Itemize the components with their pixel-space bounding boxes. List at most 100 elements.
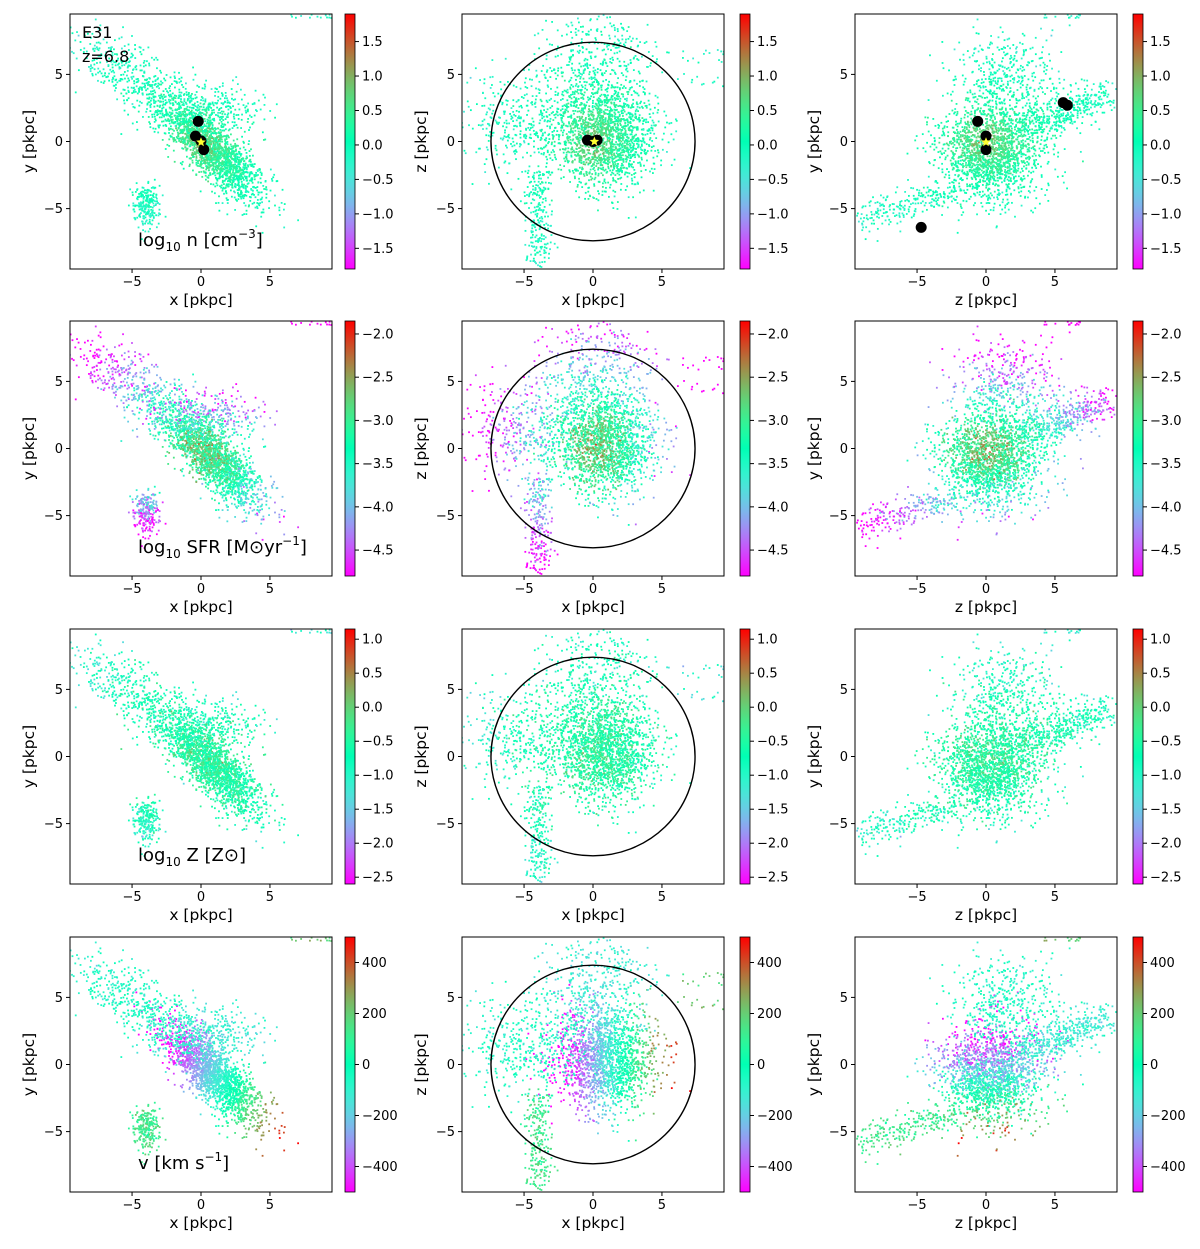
scatter-point (565, 158, 568, 160)
scatter-point (553, 145, 556, 148)
scatter-point (108, 79, 111, 82)
scatter-point (505, 136, 508, 138)
scatter-point (463, 149, 466, 152)
scatter-point (234, 163, 237, 166)
scatter-point (588, 149, 590, 152)
scatter-point (163, 96, 166, 98)
scatter-point (512, 110, 515, 113)
scatter-point (621, 128, 623, 131)
scatter-point (525, 93, 528, 96)
scatter-point (179, 98, 182, 101)
scatter-point (253, 114, 256, 117)
scatter-point (589, 85, 592, 88)
scatter-point (594, 74, 597, 76)
scatter-point (571, 139, 574, 142)
scatter-point (561, 93, 564, 96)
scatter-point (611, 149, 614, 152)
scatter-point (232, 105, 234, 108)
scatter-point (263, 118, 266, 121)
scatter-point (648, 145, 651, 148)
scatter-point (144, 210, 146, 213)
scatter-point (165, 125, 168, 127)
scatter-point (566, 137, 569, 140)
scatter-point (203, 87, 206, 90)
scatter-point (605, 98, 608, 101)
scatter-point (130, 86, 133, 89)
scatter-point (495, 149, 498, 152)
scatter-point (221, 149, 224, 152)
scatter-point (192, 106, 195, 109)
scatter-point (642, 122, 644, 125)
scatter-point (499, 81, 502, 83)
scatter-point (539, 139, 542, 141)
scatter-point (197, 162, 200, 165)
scatter-point (169, 94, 171, 97)
scatter-point (587, 132, 590, 135)
scatter-point (229, 165, 231, 167)
scatter-point (577, 44, 580, 47)
scatter-point (550, 123, 553, 126)
scatter-point (227, 159, 230, 162)
scatter-point (246, 109, 249, 112)
scatter-point (506, 146, 508, 149)
scatter-point (640, 148, 643, 151)
scatter-point (213, 117, 215, 120)
scatter-point (211, 190, 213, 193)
scatter-point (605, 96, 608, 99)
scatter-point (238, 176, 241, 178)
scatter-point (635, 133, 638, 136)
scatter-point (160, 80, 162, 83)
y-tick-label: 5 (55, 68, 63, 83)
scatter-point (198, 114, 201, 117)
scatter-point (612, 172, 615, 175)
scatter-point (650, 149, 653, 152)
scatter-point (580, 159, 583, 162)
scatter-point (618, 147, 621, 150)
scatter-point (651, 129, 654, 132)
scatter-point (654, 150, 657, 152)
scatter-point (467, 105, 470, 108)
scatter-point (243, 183, 245, 186)
scatter-point (132, 69, 134, 71)
scatter-point (194, 114, 197, 117)
scatter-point (610, 119, 612, 122)
scatter-point (247, 108, 249, 111)
scatter-point (615, 104, 618, 106)
scatter-point (222, 110, 225, 113)
scatter-point (219, 97, 222, 100)
scatter-point (639, 165, 642, 167)
scatter-point (632, 145, 634, 148)
scatter-point (90, 64, 92, 67)
scatter-point (615, 116, 617, 118)
scatter-point (147, 230, 150, 233)
scatter-point (602, 115, 604, 117)
scatter-point (234, 160, 237, 163)
scatter-point (188, 165, 191, 168)
scatter-point (216, 178, 219, 181)
scatter-point (191, 118, 194, 120)
scatter-point (647, 99, 650, 102)
scatter-point (583, 174, 586, 177)
scatter-point (282, 208, 285, 211)
scatter-point (583, 130, 585, 132)
scatter-point (219, 136, 221, 139)
scatter-point (122, 26, 124, 29)
scatter-point (514, 149, 517, 152)
scatter-point (265, 193, 268, 196)
scatter-point (227, 108, 230, 111)
scatter-point (565, 133, 568, 135)
scatter-point (164, 103, 167, 106)
scatter-point (179, 129, 182, 132)
scatter-point (196, 151, 199, 154)
scatter-point (477, 147, 480, 150)
scatter-point (238, 177, 241, 180)
scatter-point (595, 91, 597, 94)
scatter-point (605, 147, 608, 150)
scatter-point (150, 103, 153, 106)
scatter-point (615, 164, 618, 167)
scatter-point (185, 103, 188, 105)
scatter-point (538, 80, 541, 83)
scatter-point (656, 111, 659, 114)
scatter-point (579, 135, 582, 137)
scatter-point (252, 154, 254, 157)
